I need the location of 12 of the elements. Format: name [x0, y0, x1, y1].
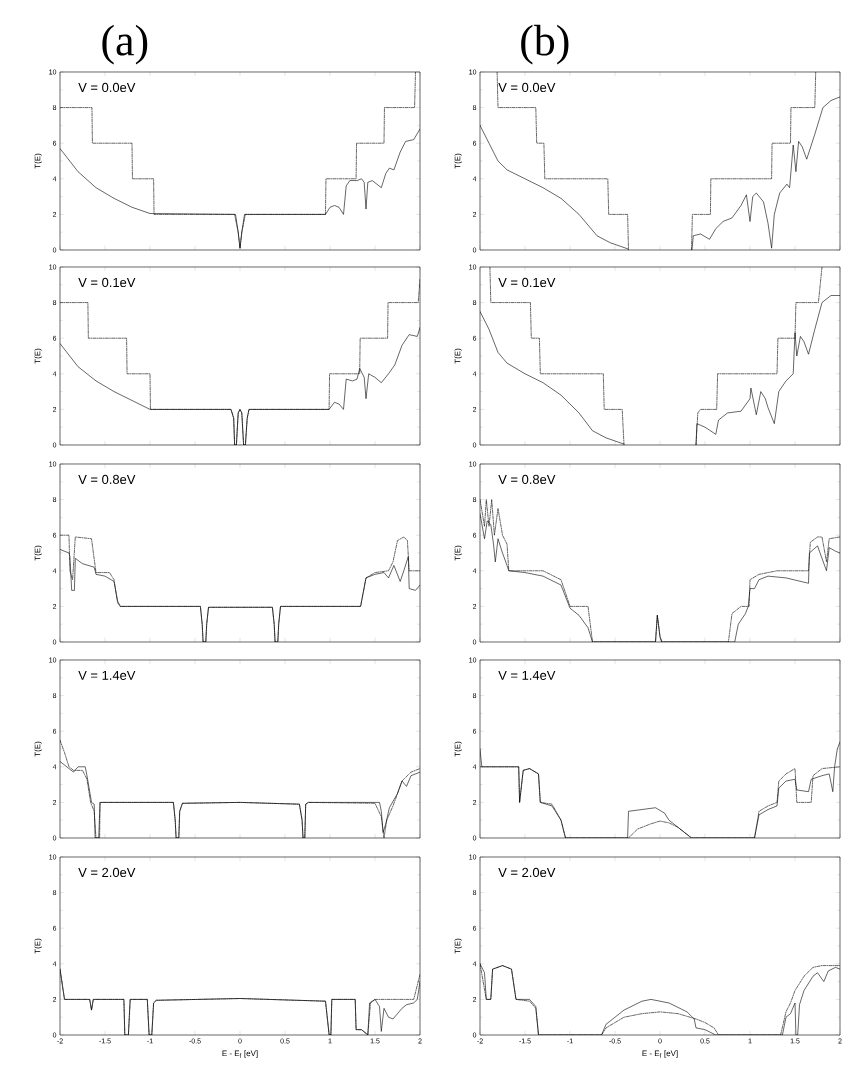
annotation: V = 0.8eV	[78, 474, 136, 485]
chart-title: (b)	[521, 24, 569, 65]
annotation: V = 1.4eV	[78, 670, 136, 680]
annotation: V = 2.0eV	[498, 867, 556, 878]
chart-title: (a)	[102, 24, 148, 65]
annotation: V = 0.0eV	[78, 82, 136, 93]
annotation: V = 2.0eV	[78, 867, 136, 878]
annotation: V = 0.0eV	[498, 82, 556, 93]
annotation: V = 0.1eV	[78, 277, 136, 288]
annotation: V = 0.1eV	[498, 277, 556, 288]
annotation: V = 0.8eV	[498, 474, 556, 485]
annotation: V = 1.4eV	[498, 670, 556, 680]
